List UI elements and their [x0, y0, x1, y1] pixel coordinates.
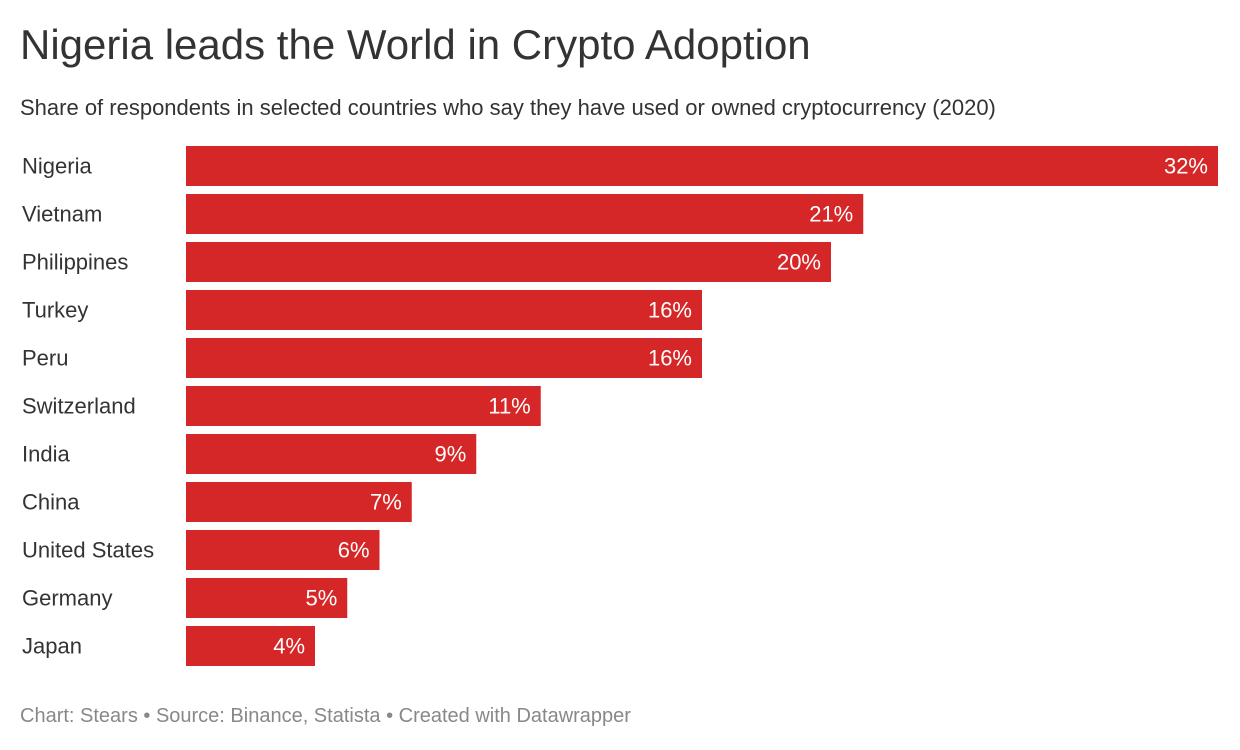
- category-label: Japan: [22, 634, 82, 659]
- bar-vietnam: [186, 194, 864, 234]
- bar-japan: [186, 626, 315, 666]
- value-label: 6%: [338, 538, 370, 563]
- bar-philippines: [186, 242, 831, 282]
- category-label: Nigeria: [22, 154, 92, 179]
- bar-switzerland: [186, 386, 541, 426]
- value-label: 4%: [273, 634, 305, 659]
- bar-nigeria: [186, 146, 1218, 186]
- category-label: Turkey: [22, 298, 88, 323]
- category-label: Germany: [22, 586, 112, 611]
- bar-china: [186, 482, 412, 522]
- bar-united-states: [186, 530, 380, 570]
- category-label: China: [22, 490, 80, 515]
- category-label: Vietnam: [22, 202, 102, 227]
- value-label: 11%: [488, 394, 530, 419]
- bar-germany: [186, 578, 348, 618]
- bar-india: [186, 434, 477, 474]
- value-label: 32%: [1164, 154, 1208, 179]
- value-label: 21%: [809, 202, 853, 227]
- value-label: 20%: [777, 250, 821, 275]
- chart-footer: Chart: Stears • Source: Binance, Statist…: [20, 705, 631, 727]
- bar-peru: [186, 338, 702, 378]
- value-label: 7%: [370, 490, 402, 515]
- bar-chart-svg: Nigeria 32% Vietnam 21% Philippines 20% Turkey…: [22, 146, 1218, 666]
- value-label: 16%: [648, 298, 692, 323]
- chart-title: Nigeria leads the World in Crypto Adopti…: [20, 21, 811, 68]
- category-label: Philippines: [22, 250, 128, 275]
- bar-turkey: [186, 290, 702, 330]
- category-label: United States: [22, 538, 154, 563]
- category-label: India: [22, 442, 70, 467]
- bar-chart: Nigeria 32% Vietnam 21% Philippines 20% Turkey…: [0, 144, 1240, 674]
- value-label: 9%: [434, 442, 466, 467]
- value-label: 5%: [305, 586, 337, 611]
- value-label: 16%: [648, 346, 692, 371]
- category-label: Peru: [22, 346, 68, 371]
- chart-subtitle: Share of respondents in selected countri…: [20, 95, 996, 120]
- category-label: Switzerland: [22, 394, 136, 419]
